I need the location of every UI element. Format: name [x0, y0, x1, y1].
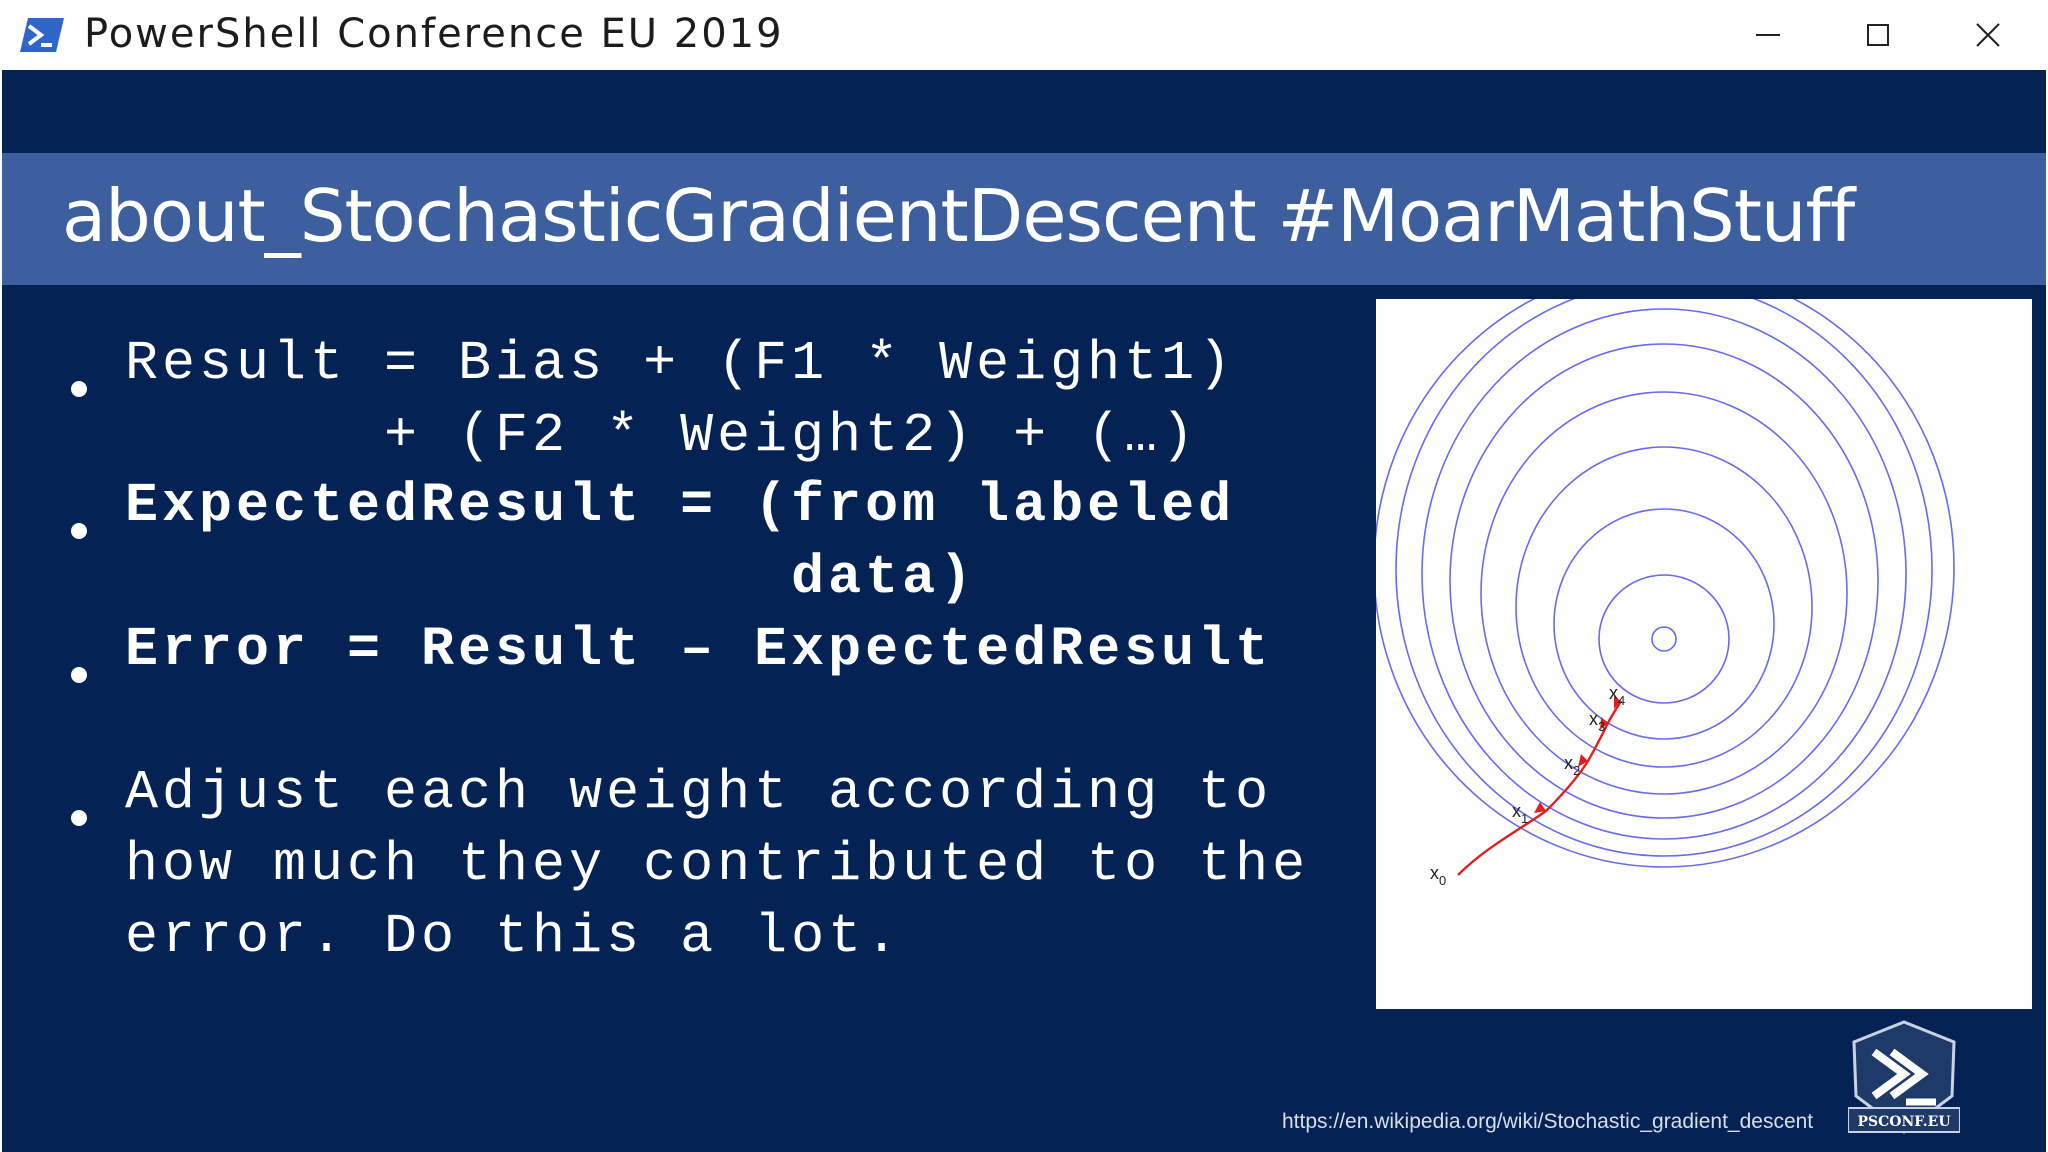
window-titlebar: PowerShell Conference EU 2019 — [0, 0, 2048, 70]
descent-path — [1457, 700, 1623, 876]
contour-ring — [1449, 343, 1879, 819]
x0-label: x — [1430, 863, 1439, 883]
x4-sub: 4 — [1618, 693, 1625, 708]
bullet-marker — [71, 381, 87, 397]
bullet-4-line-2: how much they contributed to the — [125, 833, 1310, 896]
bullet-marker — [71, 523, 87, 539]
slide-title: about_StochasticGradientDescent #MoarMat… — [62, 174, 1855, 258]
bullet-2-line-1: ExpectedResult = (from labeled — [125, 474, 1236, 537]
bullet-marker — [71, 667, 87, 683]
svg-text:x0: x0 — [1430, 863, 1446, 888]
contour-ring — [1480, 391, 1848, 795]
bullet-3-line-1: Error = Result – ExpectedResult — [125, 618, 1273, 681]
x2-label: x — [1564, 753, 1573, 773]
contour-ring — [1515, 446, 1813, 768]
x4-label: x — [1609, 683, 1618, 703]
presentation-slide: about_StochasticGradientDescent #MoarMat… — [2, 70, 2046, 1152]
window-title: PowerShell Conference EU 2019 — [84, 11, 784, 57]
x1-label: x — [1512, 801, 1521, 821]
minimize-button[interactable] — [1713, 0, 1823, 70]
contour-ring — [1598, 574, 1730, 704]
close-icon — [1976, 23, 2000, 47]
bullet-1-line-2: + (F2 * Weight2) + (…) — [125, 404, 1199, 467]
maximize-icon — [1867, 24, 1889, 46]
psconf-logo: PSCONF.EU — [1848, 1020, 1960, 1134]
x3-label: x — [1589, 709, 1598, 729]
arrowheads — [1534, 696, 1621, 813]
close-button[interactable] — [1933, 0, 2043, 70]
source-url: https://en.wikipedia.org/wiki/Stochastic… — [1282, 1110, 1814, 1133]
x1-sub: 1 — [1521, 811, 1528, 826]
gradient-descent-figure: x0 x1 x2 x3 x4 — [1373, 266, 2032, 1009]
slide-title-band — [2, 153, 2046, 285]
bullet-4-line-3: error. Do this a lot. — [125, 905, 903, 968]
maximize-button[interactable] — [1823, 0, 1933, 70]
svg-text:x4: x4 — [1609, 683, 1625, 708]
bullet-2-line-2: data) — [125, 546, 977, 609]
bullet-marker — [71, 810, 87, 826]
x3-sub: 3 — [1598, 719, 1605, 734]
contour-ring — [1553, 508, 1775, 740]
powershell-icon — [20, 18, 64, 52]
contour-plot: x0 x1 x2 x3 x4 — [1373, 266, 1955, 888]
x2-sub: 2 — [1573, 763, 1580, 778]
minimize-icon — [1756, 34, 1780, 36]
x0-sub: 0 — [1439, 873, 1446, 888]
logo-text: PSCONF.EU — [1857, 1114, 1950, 1130]
bullet-4-line-1: Adjust each weight according to — [125, 761, 1273, 824]
svg-text:x1: x1 — [1512, 801, 1528, 826]
contour-ring — [1421, 308, 1907, 840]
svg-text:x3: x3 — [1589, 709, 1605, 734]
contour-ring — [1395, 281, 1933, 857]
svg-text:x2: x2 — [1564, 753, 1580, 778]
bullet-1-line-1: Result = Bias + (F1 * Weight1) — [125, 332, 1236, 395]
contour-center — [1651, 626, 1677, 652]
figure-labels: x0 x1 x2 x3 x4 — [1430, 683, 1625, 888]
contour-ring — [1373, 266, 1955, 868]
